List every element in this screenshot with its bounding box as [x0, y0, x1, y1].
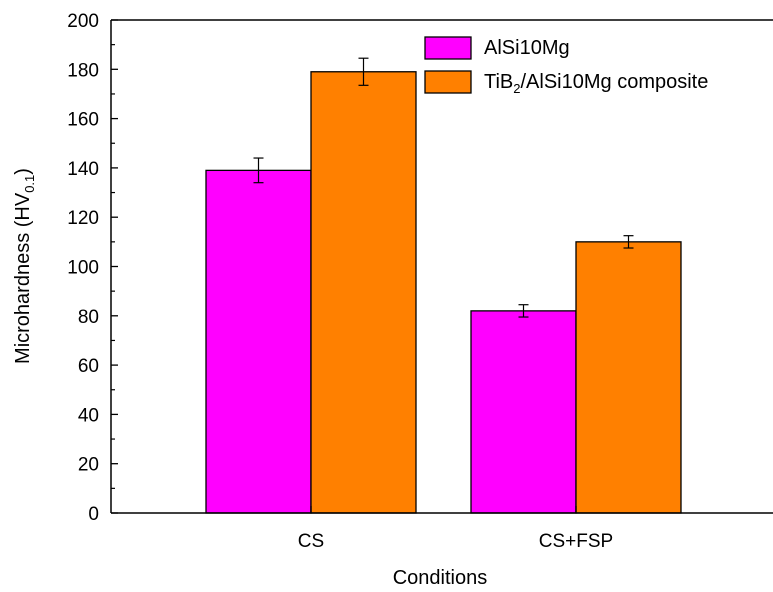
y-tick-label: 0	[88, 504, 99, 525]
x-tick-label: CS	[298, 531, 324, 552]
y-axis-title: Microhardness (HV0.1)	[12, 168, 37, 364]
bar	[310, 71, 417, 514]
bar	[205, 169, 312, 514]
legend-label: TiB2/AlSi10Mg composite	[484, 71, 708, 96]
y-axis-title-sub: 0.1	[22, 175, 37, 193]
x-axis-title: Conditions	[393, 567, 488, 589]
error-bars-group	[253, 57, 634, 318]
bars-group	[205, 71, 682, 514]
y-tick-label: 200	[67, 11, 99, 32]
y-tick-label: 180	[67, 60, 99, 81]
x-tick-label: CS+FSP	[539, 531, 613, 552]
y-tick-label: 60	[78, 356, 99, 377]
legend-label-main: AlSi10Mg	[484, 37, 570, 59]
y-axis-title-main: Microhardness (HV	[12, 192, 34, 364]
bar	[575, 241, 682, 514]
legend-label-sub: 2	[513, 81, 520, 96]
legend-label-main: TiB	[484, 71, 513, 93]
bar	[470, 310, 577, 514]
y-tick-label: 20	[78, 455, 99, 476]
y-tick-label: 100	[67, 258, 99, 279]
legend-label-rest: /AlSi10Mg composite	[521, 71, 709, 93]
legend-swatch	[424, 36, 472, 60]
y-tick-label: 80	[78, 307, 99, 328]
legend-label: AlSi10Mg	[484, 37, 570, 59]
y-tick-label: 160	[67, 110, 99, 131]
axes-group: 0 20 40 60 80 100 120 140 160 180 200 CS CS+FSP	[67, 11, 773, 552]
y-tick-label: 140	[67, 159, 99, 180]
y-tick-label: 40	[78, 405, 99, 426]
legend: AlSi10Mg TiB2/AlSi10Mg composite	[424, 36, 708, 96]
legend-swatch	[424, 70, 472, 94]
y-axis-title-rest: )	[12, 168, 34, 175]
y-tick-label: 120	[67, 208, 99, 229]
